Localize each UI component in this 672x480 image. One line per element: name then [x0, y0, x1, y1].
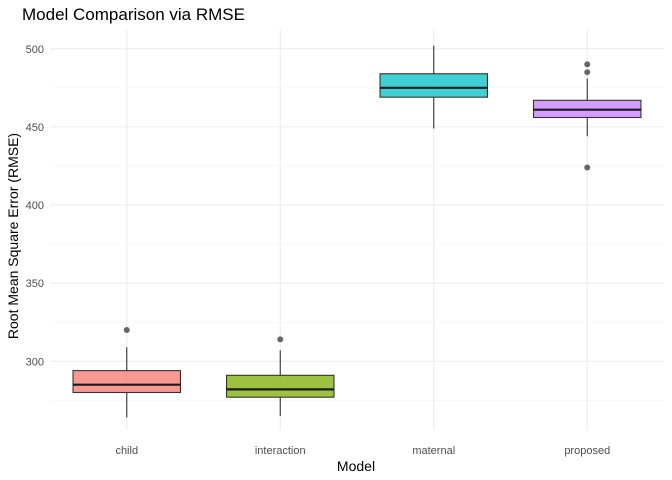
box-body [379, 73, 489, 98]
y-tick-label: 500 [26, 44, 44, 56]
box-child [72, 327, 182, 418]
chart-title: Model Comparison via RMSE [22, 5, 245, 24]
y-tick-label: 450 [26, 122, 44, 134]
x-axis-title: Model [337, 458, 375, 474]
box-proposed [532, 61, 642, 171]
y-axis-ticks: 300 350 400 450 500 [26, 44, 44, 369]
boxplot-marks [72, 45, 642, 418]
outlier-point [277, 336, 284, 343]
x-tick-label-child: child [115, 445, 138, 457]
y-tick-label: 400 [26, 200, 44, 212]
outlier-point [123, 327, 130, 333]
x-tick-label-interaction: interaction [255, 445, 306, 457]
x-tick-label-proposed: proposed [564, 445, 610, 457]
box-body [225, 374, 335, 398]
outlier-point [584, 69, 591, 76]
x-axis-ticks: child interaction maternal proposed [115, 445, 610, 457]
y-tick-label: 350 [26, 278, 44, 290]
box-interaction [225, 336, 335, 416]
y-axis-title: Root Mean Square Error (RMSE) [5, 133, 21, 339]
box-body [72, 370, 182, 394]
grid-layer [50, 30, 664, 430]
outlier-point [584, 164, 591, 171]
outlier-point [584, 61, 591, 68]
x-tick-label-maternal: maternal [412, 445, 455, 457]
box-maternal [379, 45, 489, 129]
y-tick-label: 300 [26, 356, 44, 368]
